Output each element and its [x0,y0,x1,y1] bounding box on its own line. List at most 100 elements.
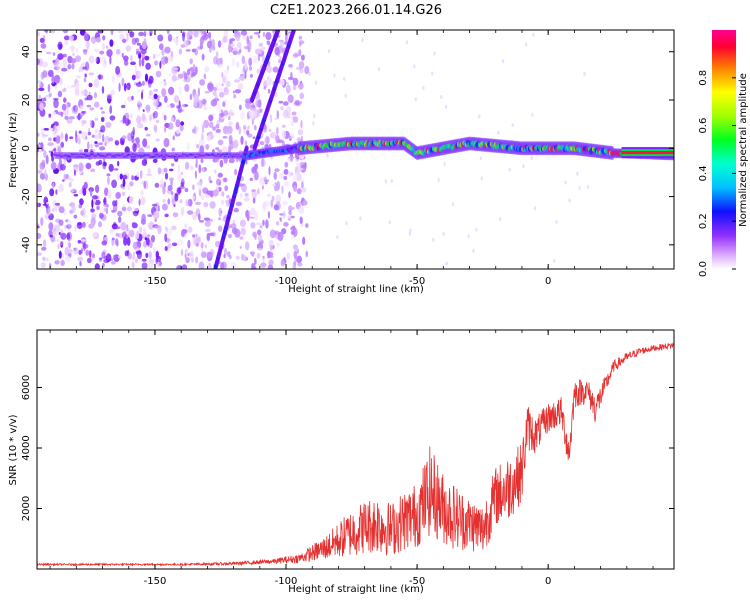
spectrogram-noise-blob [234,228,241,238]
spectrogram-noise-blob [47,142,54,147]
spectrogram-noise-blob [75,55,81,63]
spectrogram-noise-blob [153,88,159,92]
spectrogram-noise-blob [128,229,135,238]
spectrogram-noise-blob [312,121,315,126]
spectrogram-noise-blob [244,140,248,146]
spectrogram-noise-blob [240,227,246,236]
spectrogram-noise-blob [201,123,204,128]
spectrogram-noise-blob [252,55,258,64]
spectrogram-noise-blob [51,74,55,84]
spectrogram-noise-blob [37,252,42,256]
spectrogram-noise-blob [285,33,288,43]
spectrogram-noise-blob [39,37,45,44]
spectrogram-noise-blob [239,245,242,249]
spectrogram-noise-blob [160,184,164,188]
spectrogram-noise-blob [129,195,134,205]
spectrogram-axes: -150 -100 -50 0 -40 -20 0 20 40 [21,30,674,287]
spectrogram-noise-blob [422,85,425,90]
spectrogram-noise-blob [165,104,172,108]
spectrogram-noise-blob [73,193,79,197]
spectrogram-noise-blob [131,135,135,144]
spectrogram-noise-blob [52,111,57,116]
spectrogram-noise-blob [131,261,135,269]
spectrogram-noise-blob [408,231,412,236]
spectrogram-noise-blob [131,175,134,181]
spectrogram-noise-blob [109,55,112,65]
spectrogram-noise-blob [225,80,231,88]
spectrogram-noise-blob [247,125,250,130]
spectrogram-noise-blob [99,212,104,219]
spectrogram-diagonal-blob [276,30,281,33]
spectrogram-noise-blob [178,48,183,55]
spectrogram-noise-blob [82,61,85,67]
spectrogram-noise-blob [63,173,66,182]
spectrogram-noise-blob [48,128,54,131]
spectrogram-noise-blob [213,86,217,91]
spectrogram-noise-blob [243,197,250,202]
spectrogram-noise-blob [43,128,50,131]
spectrogram-noise-blob [52,59,56,63]
spectrogram-noise-blob [148,258,155,264]
spectrogram-noise-blob [155,119,160,124]
spectrogram-noise-blob [77,222,82,226]
spectrogram-noise-blob [185,49,191,52]
spectrogram-noise-blob [107,190,112,199]
spectrogram-noise-blob [109,228,114,233]
spectrogram-noise-blob [177,173,182,182]
spectrogram-noise-blob [170,117,174,122]
spectrogram-noise-blob [302,200,308,206]
spectrogram-noise-blob [257,48,263,55]
spectrogram-noise-blob [134,65,137,74]
spectrogram-noise-blob [145,133,151,137]
spectrogram-noise-blob [102,35,106,41]
spectrogram-noise-blob [174,193,179,202]
spectrogram-noise-blob [564,180,567,185]
spectrogram-noise-blob [91,232,98,238]
spectrogram-noise-blob [40,127,45,136]
spectrogram-noise-blob [228,135,233,144]
spectrogram-noise-blob [166,227,173,237]
spectrogram-noise-blob [135,82,143,87]
spectrogram-noise-blob [314,80,318,85]
spectrogram-noise-blob [190,73,194,78]
spectrogram-noise-blob [191,128,195,134]
spectrogram-noise-blob [228,158,235,164]
spectrogram-noise-blob [282,101,289,106]
spectrogram-noise-blob [99,129,103,133]
spectrogram-noise-blob [156,261,161,267]
spectrogram-noise-blob [86,104,92,108]
spectrogram-noise-blob [245,159,248,165]
spectrogram-noise-blob [119,119,124,123]
spectrogram-noise-blob [82,187,87,196]
spectrogram-noise-blob [257,234,263,242]
spectrogram-noise-blob [163,79,166,82]
spectrogram-noise-blob [497,130,500,135]
snr-xlabel: Height of straight line (km) [288,584,424,595]
spectrogram-noise-blob [229,254,232,260]
spectrogram-noise-blob [95,161,101,166]
spectrogram-noise-blob [166,30,170,35]
spectrogram-ytick-label: 20 [21,94,32,107]
spectrogram-noise-blob [144,237,148,241]
spectrogram-noise-blob [200,242,204,249]
spectrogram-noise-blob [296,188,302,195]
spectrogram-noise-blob [77,113,81,121]
spectrogram-noise-blob [282,210,286,219]
spectrogram-noise-blob [294,257,297,266]
spectrogram-noise-blob [68,35,74,41]
spectrogram-noise-blob [94,56,98,63]
spectrogram-noise-blob [179,124,184,132]
spectrogram-noise-blob [153,93,158,100]
spectrogram-noise-blob [140,190,144,196]
spectrogram-noise-blob [245,241,250,251]
spectrogram-noise-blob [298,82,304,90]
spectrogram-noise-blob [91,199,94,209]
spectrogram-noise-blob [300,119,303,129]
spectrogram-noise-blob [99,257,102,260]
spectrogram-noise-blob [167,122,174,130]
colorbar-gradient [712,30,736,269]
spectrogram-noise-blob [300,179,305,182]
spectrogram-noise-blob [262,219,265,226]
spectrogram-noise-blob [103,207,106,212]
spectrogram-noise-blob [284,161,289,168]
